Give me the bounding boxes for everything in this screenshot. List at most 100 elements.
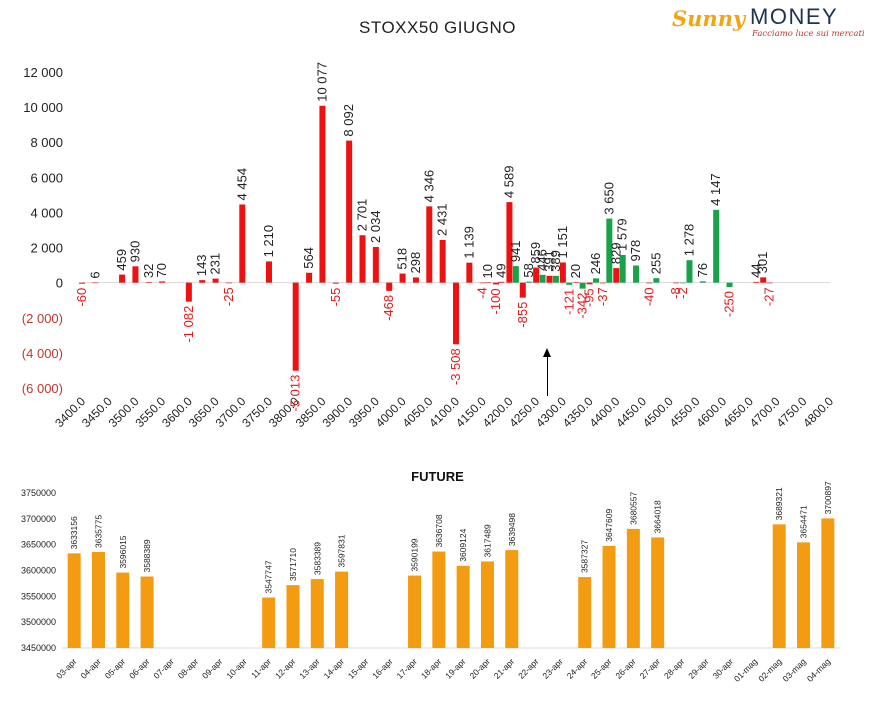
- bar-green: [653, 278, 660, 283]
- data-label-negative: -27: [762, 287, 777, 306]
- future-data-label: 3689321: [774, 487, 784, 520]
- future-bar: [262, 597, 276, 648]
- future-data-label: 3639498: [507, 513, 517, 546]
- data-label: 4 589: [501, 166, 516, 199]
- bar-green: [606, 218, 613, 283]
- bar-red: [466, 262, 473, 283]
- data-label: 298: [408, 252, 423, 274]
- data-label-negative: -37: [595, 287, 610, 306]
- bar-red: [760, 277, 767, 283]
- data-label: 1 278: [681, 224, 696, 257]
- future-x-tick-label: 02-mag: [756, 656, 784, 684]
- bar-red: [426, 206, 433, 283]
- logo-sunny-text: Sunny: [672, 6, 746, 31]
- future-x-tick-label: 07-apr: [151, 656, 176, 681]
- future-x-tick-label: 17-apr: [394, 656, 419, 681]
- future-bar: [67, 553, 81, 648]
- future-bar: [456, 565, 470, 648]
- future-data-label: 3547747: [264, 560, 274, 593]
- data-label: 564: [301, 247, 316, 269]
- data-label-negative: -468: [381, 295, 396, 321]
- future-data-label: 3583389: [312, 542, 322, 575]
- future-data-label: 3635775: [93, 515, 103, 548]
- data-label-negative: -95: [582, 288, 597, 307]
- bar-green: [699, 281, 706, 283]
- bar-red: [399, 273, 406, 283]
- data-label-negative: -5 013: [288, 375, 303, 412]
- future-y-tick-label: 3750000: [21, 488, 56, 498]
- bar-green: [633, 265, 640, 283]
- data-label: 518: [395, 248, 410, 270]
- bar-green: [539, 274, 546, 283]
- bar-red: [346, 140, 353, 283]
- future-bar: [651, 537, 665, 648]
- future-x-tick-label: 22-apr: [516, 656, 541, 681]
- future-data-label: 3680557: [628, 492, 638, 525]
- y-tick-label: 2 000: [30, 241, 63, 256]
- future-data-label: 3700897: [823, 481, 833, 514]
- chart-title: STOXX50 GIUGNO: [359, 18, 516, 37]
- price-arrow-shaft: [547, 352, 548, 396]
- data-label: 829: [608, 242, 623, 264]
- data-label: 143: [194, 254, 209, 276]
- future-y-tick-label: 3700000: [21, 514, 56, 524]
- future-x-tick-label: 21-apr: [492, 656, 517, 681]
- data-label: 255: [648, 252, 663, 274]
- data-label: 10: [480, 264, 495, 278]
- bar-red: [292, 282, 299, 371]
- data-label: 32: [141, 264, 156, 278]
- data-label-negative: -342: [575, 293, 590, 319]
- data-label: 20: [568, 264, 583, 278]
- bar-green: [713, 209, 720, 283]
- data-label-negative: -40: [641, 287, 656, 306]
- future-x-tick-label: 03-apr: [54, 656, 79, 681]
- data-label: 76: [695, 263, 710, 277]
- data-label: 44: [748, 263, 763, 277]
- future-data-label: 3596015: [118, 535, 128, 568]
- data-label: 2 034: [368, 210, 383, 243]
- bar-red: [599, 282, 606, 284]
- bar-red: [319, 105, 326, 283]
- future-bar: [140, 576, 154, 648]
- data-label-negative: -100: [488, 288, 503, 314]
- data-label-negative: -855: [515, 302, 530, 328]
- future-bar: [626, 528, 640, 648]
- data-label: 246: [588, 253, 603, 275]
- data-label: 446: [535, 249, 550, 271]
- future-data-label: 3617489: [482, 524, 492, 557]
- future-data-label: 3654471: [799, 505, 809, 538]
- bar-red: [119, 274, 126, 283]
- bar-red: [266, 261, 272, 283]
- bar-red: [159, 281, 166, 283]
- logo-money-text: MONEY: [750, 4, 839, 29]
- bar-red: [185, 282, 192, 302]
- bar-red: [519, 282, 526, 298]
- y-tick-label: (2 000): [22, 311, 63, 326]
- future-y-tick-label: 3600000: [21, 566, 56, 576]
- future-bar: [432, 551, 446, 648]
- future-x-tick-label: 05-apr: [103, 656, 128, 681]
- future-x-tick-label: 26-apr: [613, 656, 638, 681]
- data-label-negative: -60: [74, 288, 89, 307]
- bar-red: [386, 282, 393, 291]
- bar-red: [766, 282, 773, 284]
- bar-red: [92, 282, 99, 284]
- data-label: 6: [87, 271, 102, 278]
- future-x-tick-label: 08-apr: [176, 656, 201, 681]
- logo-tagline: Facciamo luce sui mercati: [752, 29, 865, 39]
- data-label: 231: [208, 253, 223, 275]
- bar-green: [512, 266, 519, 283]
- future-bar: [821, 518, 835, 648]
- bar-red: [479, 282, 486, 284]
- future-x-tick-label: 25-apr: [589, 656, 614, 681]
- future-x-tick-label: 03-mag: [780, 656, 808, 684]
- bar-red: [225, 282, 232, 284]
- bar-red: [646, 282, 653, 284]
- bar-green: [526, 281, 533, 283]
- future-x-tick-label: 19-apr: [443, 656, 468, 681]
- future-bar: [602, 545, 616, 648]
- bar-red: [439, 239, 446, 283]
- future-chart-title: FUTURE: [411, 469, 464, 484]
- future-x-tick-label: 18-apr: [419, 656, 444, 681]
